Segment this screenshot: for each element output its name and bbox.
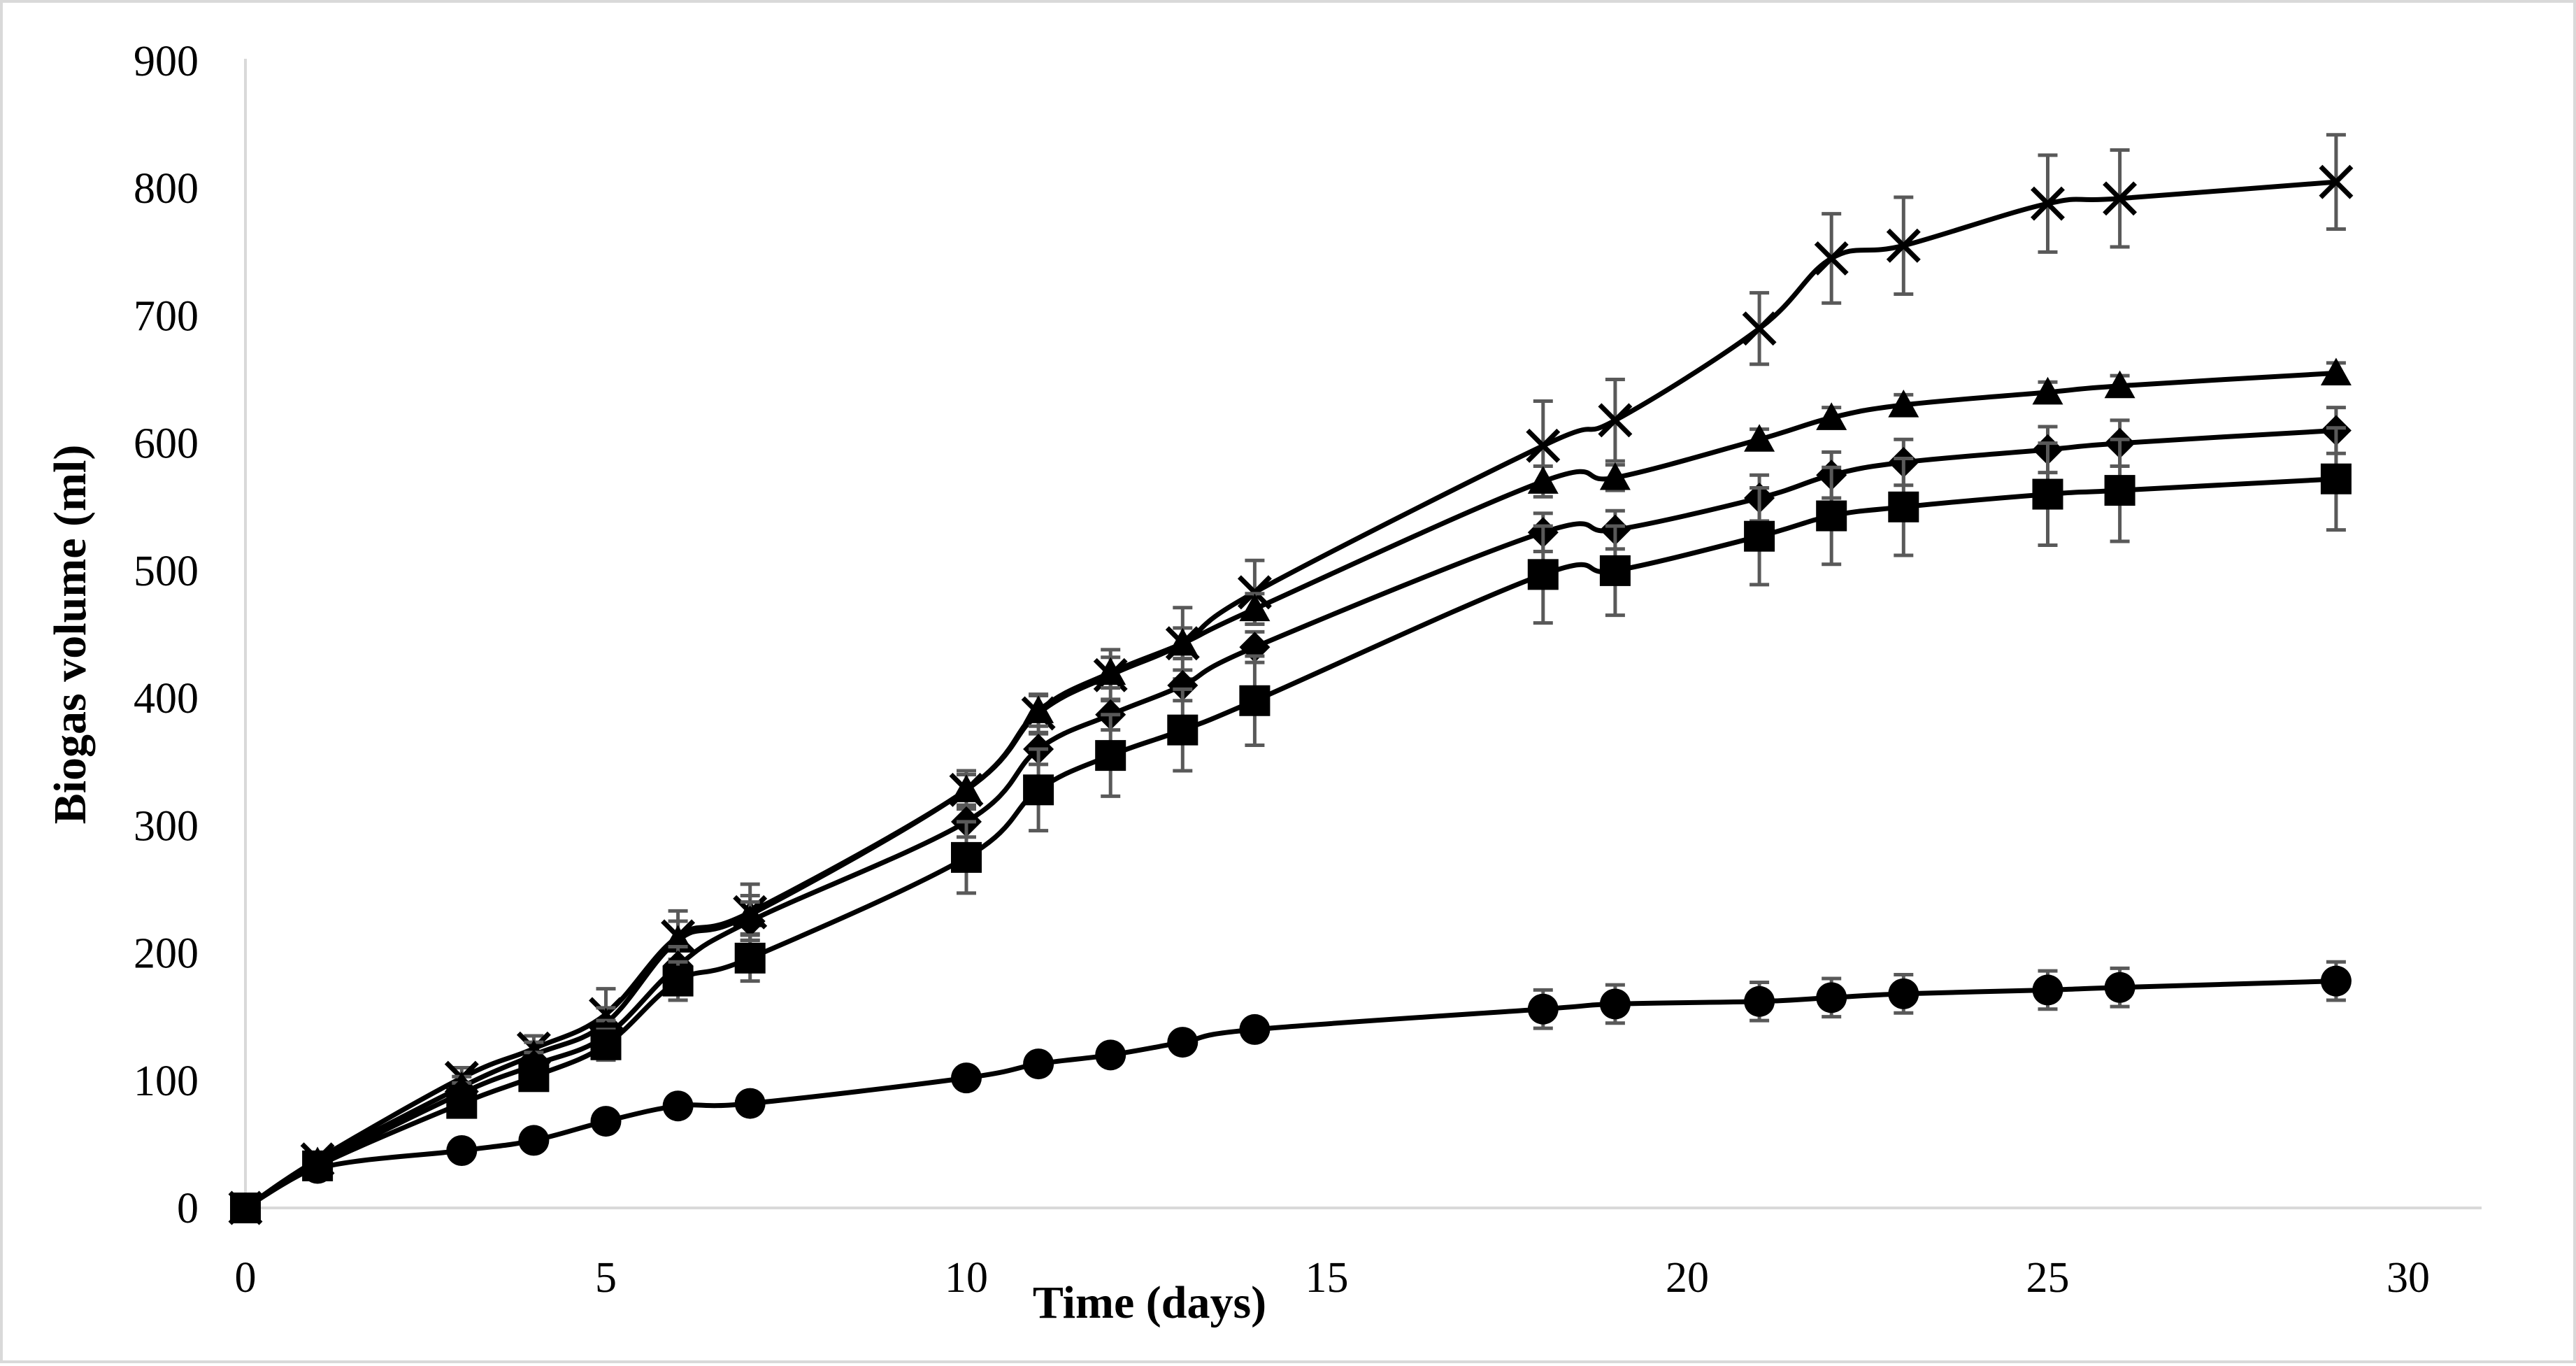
x-tick-label: 25 [2026,1254,2070,1302]
y-tick-label: 0 [177,1185,199,1232]
y-tick-label: 700 [134,292,199,340]
data-point-cross [1526,428,1561,463]
y-tick-labels: 0 100 200 300 400 500 600 700 800 900 [134,38,199,1232]
data-point-cross [1814,241,1849,276]
y-tick-label: 400 [134,675,199,723]
biogas-volume-chart: 0 100 200 300 400 500 600 700 800 900 0 5 10 15 20 25 3… [45,38,2482,1328]
data-point-square [1023,774,1054,806]
data-point-circle [662,1090,694,1122]
data-point-cross [2319,164,2354,199]
series-circle [230,960,2352,1223]
data-point-triangle [2032,376,2063,405]
x-tick-label: 15 [1305,1254,1349,1302]
data-point-triangle [1527,466,1559,494]
series-line-diamond [244,427,2337,1210]
x-tick-labels: 0 5 10 15 20 25 30 [235,1254,2431,1302]
data-point-triangle [951,774,982,802]
data-point-circle [1167,1027,1198,1058]
data-point-square [2032,478,2063,510]
data-point-circle [951,1062,982,1094]
data-point-circle [734,1088,766,1119]
data-point-cross [1598,403,1633,438]
data-point-square [662,965,694,997]
data-point-triangle [1095,657,1126,685]
y-tick-label: 600 [134,420,199,468]
data-point-triangle [2320,357,2352,386]
y-axis-title: Biogas volume (ml) [45,445,96,825]
x-axis-title: Time (days) [1033,1277,1266,1328]
x-tick-label: 0 [235,1254,257,1302]
data-point-square [518,1061,550,1093]
x-tick-label: 20 [1666,1254,1709,1302]
data-point-circle [1239,1013,1271,1045]
y-tick-label: 100 [134,1058,199,1105]
data-point-square [1816,500,1847,532]
data-point-square [1744,520,1775,552]
data-point-circle [1599,988,1631,1020]
series-diamond [230,406,2352,1223]
series-square [230,426,2352,1223]
data-point-circle [2104,972,2135,1003]
x-tick-label: 10 [945,1254,988,1302]
axes [244,59,2482,1209]
data-point-triangle [1744,424,1775,452]
data-point-square [2104,475,2135,506]
data-point-circle [230,1193,261,1223]
data-point-triangle [1167,627,1198,656]
data-point-circle [518,1125,550,1156]
data-point-triangle [1888,390,1919,418]
data-point-diamond [734,906,766,937]
data-point-circle [1023,1048,1054,1080]
series-line-square [244,476,2337,1211]
data-point-square [1239,685,1271,716]
data-point-circle [1095,1039,1126,1071]
data-point-triangle [2104,370,2135,399]
y-tick-label: 200 [134,930,199,978]
data-point-circle [2320,965,2352,997]
data-point-square [2320,463,2352,495]
data-point-square [951,841,982,873]
y-tick-label: 500 [134,548,199,595]
y-tick-label: 800 [134,165,199,213]
data-point-square [1888,491,1919,522]
data-point-cross [1886,228,1921,263]
series-line-cross [244,179,2337,1210]
data-point-circle [590,1106,622,1137]
data-point-triangle [1816,402,1847,430]
data-point-diamond [1167,669,1198,701]
data-point-circle [2032,974,2063,1006]
data-point-triangle [1599,462,1631,490]
data-point-circle [1816,982,1847,1013]
data-point-triangle [1239,593,1271,622]
series-line-circle [244,979,2337,1211]
data-point-cross [2031,186,2065,221]
data-point-triangle [1023,695,1054,723]
data-point-circle [1527,993,1559,1025]
data-point-circle [1744,986,1775,1017]
data-point-square [1527,559,1559,590]
data-point-cross [2103,181,2138,216]
data-point-square [1599,555,1631,586]
y-tick-label: 300 [134,802,199,850]
data-point-square [1095,740,1126,771]
series [228,133,2354,1225]
y-tick-label: 900 [134,38,199,85]
data-point-circle [446,1135,478,1166]
data-point-square [446,1088,478,1119]
data-point-cross [1742,311,1777,346]
data-point-circle [1888,978,1919,1009]
data-point-square [1167,714,1198,746]
data-point-circle [302,1153,334,1184]
x-tick-label: 30 [2387,1254,2430,1302]
data-point-square [734,942,766,974]
x-tick-label: 5 [595,1254,617,1302]
data-point-square [590,1029,622,1060]
